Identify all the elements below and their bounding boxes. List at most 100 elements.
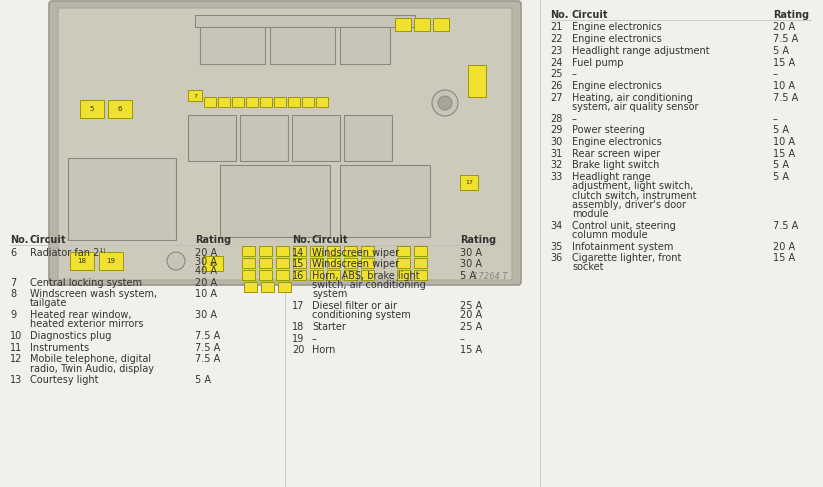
Bar (270, 22, 335, 64)
Bar (204, 97, 216, 107)
Text: Fuel pump: Fuel pump (572, 57, 624, 68)
Text: 13: 13 (10, 375, 22, 385)
Text: assembly, driver's door: assembly, driver's door (572, 200, 686, 210)
Bar (220, 165, 330, 237)
Text: 35: 35 (550, 242, 562, 251)
Text: –: – (572, 69, 577, 79)
Bar (344, 246, 357, 256)
Text: module: module (572, 209, 608, 219)
Bar (395, 18, 411, 31)
Bar (242, 270, 255, 280)
Text: No.: No. (10, 235, 29, 245)
Text: 7: 7 (193, 94, 197, 98)
Bar (259, 258, 272, 268)
Bar (278, 282, 291, 292)
Bar (293, 246, 306, 256)
Text: –: – (773, 113, 778, 124)
Text: 17: 17 (465, 181, 473, 186)
Bar (242, 258, 255, 268)
Bar (274, 97, 286, 107)
Text: 23: 23 (550, 46, 562, 56)
Text: Engine electronics: Engine electronics (572, 34, 662, 44)
Text: 6: 6 (118, 106, 123, 112)
Bar (244, 282, 257, 292)
Bar (414, 270, 427, 280)
Text: 30 A: 30 A (195, 310, 217, 320)
Bar (340, 165, 430, 237)
Text: radio, Twin Audio, display: radio, Twin Audio, display (30, 364, 154, 374)
Circle shape (432, 90, 458, 116)
Text: 17: 17 (292, 301, 305, 311)
Bar (218, 97, 230, 107)
Text: 5 A: 5 A (195, 375, 211, 385)
Text: Radiator fan 2¹⁾: Radiator fan 2¹⁾ (30, 247, 105, 258)
Text: clutch switch, instrument: clutch switch, instrument (572, 190, 696, 201)
Bar (361, 246, 374, 256)
Bar (195, 15, 415, 27)
Text: 10 A: 10 A (773, 81, 795, 91)
FancyBboxPatch shape (58, 8, 512, 280)
Text: Circuit: Circuit (312, 235, 348, 245)
Text: Rear screen wiper: Rear screen wiper (572, 149, 660, 159)
Text: Heating, air conditioning: Heating, air conditioning (572, 93, 693, 103)
Text: Engine electronics: Engine electronics (572, 137, 662, 147)
Bar (259, 246, 272, 256)
Bar (260, 97, 272, 107)
Text: 7.5 A: 7.5 A (195, 343, 221, 353)
Text: No.: No. (292, 235, 310, 245)
Bar (344, 258, 357, 268)
Bar (344, 115, 392, 161)
Bar (200, 22, 265, 64)
Text: 20 A: 20 A (460, 310, 482, 320)
Text: Windscreen wiper: Windscreen wiper (312, 247, 399, 258)
Bar (188, 90, 202, 101)
Text: 21: 21 (550, 22, 562, 33)
Text: 25: 25 (550, 69, 562, 79)
Text: system, air quality sensor: system, air quality sensor (572, 102, 699, 112)
Text: 34: 34 (550, 221, 562, 231)
Text: Windscreen wash system,: Windscreen wash system, (30, 289, 157, 300)
Text: heated exterior mirrors: heated exterior mirrors (30, 319, 143, 329)
Bar (246, 97, 258, 107)
Text: 7.5 A: 7.5 A (773, 34, 798, 44)
Text: 7.5 A: 7.5 A (195, 355, 221, 364)
Text: 25 A: 25 A (460, 322, 482, 332)
Text: –: – (312, 334, 317, 344)
Text: 30 A: 30 A (195, 257, 217, 267)
Text: Headlight range adjustment: Headlight range adjustment (572, 46, 709, 56)
Bar (327, 246, 340, 256)
Bar (68, 158, 176, 240)
Text: 5: 5 (90, 106, 94, 112)
Bar (327, 258, 340, 268)
Text: Power steering: Power steering (572, 125, 644, 135)
Bar (276, 246, 289, 256)
Text: 25 A: 25 A (460, 301, 482, 311)
Text: No.: No. (550, 10, 569, 20)
Bar (80, 100, 104, 118)
Text: switch, air conditioning: switch, air conditioning (312, 280, 425, 290)
Bar (310, 270, 323, 280)
Text: Brake light switch: Brake light switch (572, 160, 659, 170)
Bar (276, 270, 289, 280)
FancyBboxPatch shape (49, 1, 521, 285)
Text: 20: 20 (292, 345, 305, 356)
Text: 18: 18 (77, 258, 86, 264)
Text: conditioning system: conditioning system (312, 310, 411, 320)
Bar (232, 97, 244, 107)
Text: Engine electronics: Engine electronics (572, 81, 662, 91)
Bar (293, 270, 306, 280)
Bar (293, 258, 306, 268)
Bar (310, 258, 323, 268)
Text: Cigarette lighter, front: Cigarette lighter, front (572, 253, 681, 263)
Text: 15 A: 15 A (460, 345, 482, 356)
Bar (310, 246, 323, 256)
Text: 26: 26 (550, 81, 562, 91)
Text: 14: 14 (292, 247, 305, 258)
Text: Circuit: Circuit (572, 10, 608, 20)
Text: Rating: Rating (460, 235, 496, 245)
Text: socket: socket (572, 262, 603, 272)
Bar (414, 258, 427, 268)
Text: 16: 16 (292, 271, 305, 281)
Bar (108, 100, 132, 118)
Text: Rating: Rating (195, 235, 231, 245)
